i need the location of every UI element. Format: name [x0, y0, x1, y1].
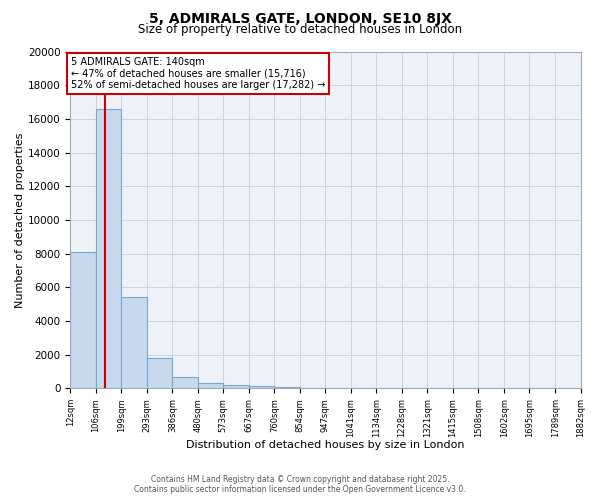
- Text: Contains HM Land Registry data © Crown copyright and database right 2025.
Contai: Contains HM Land Registry data © Crown c…: [134, 474, 466, 494]
- Text: 5, ADMIRALS GATE, LONDON, SE10 8JX: 5, ADMIRALS GATE, LONDON, SE10 8JX: [149, 12, 451, 26]
- X-axis label: Distribution of detached houses by size in London: Distribution of detached houses by size …: [186, 440, 464, 450]
- Y-axis label: Number of detached properties: Number of detached properties: [15, 132, 25, 308]
- Bar: [198, 383, 223, 388]
- Text: 5 ADMIRALS GATE: 140sqm
← 47% of detached houses are smaller (15,716)
52% of sem: 5 ADMIRALS GATE: 140sqm ← 47% of detache…: [71, 56, 325, 90]
- Bar: [70, 252, 96, 388]
- Bar: [121, 298, 147, 388]
- Bar: [249, 386, 274, 388]
- Bar: [172, 376, 198, 388]
- Bar: [223, 385, 249, 388]
- Bar: [274, 386, 300, 388]
- Bar: [147, 358, 172, 388]
- Text: Size of property relative to detached houses in London: Size of property relative to detached ho…: [138, 22, 462, 36]
- Bar: [96, 109, 121, 388]
